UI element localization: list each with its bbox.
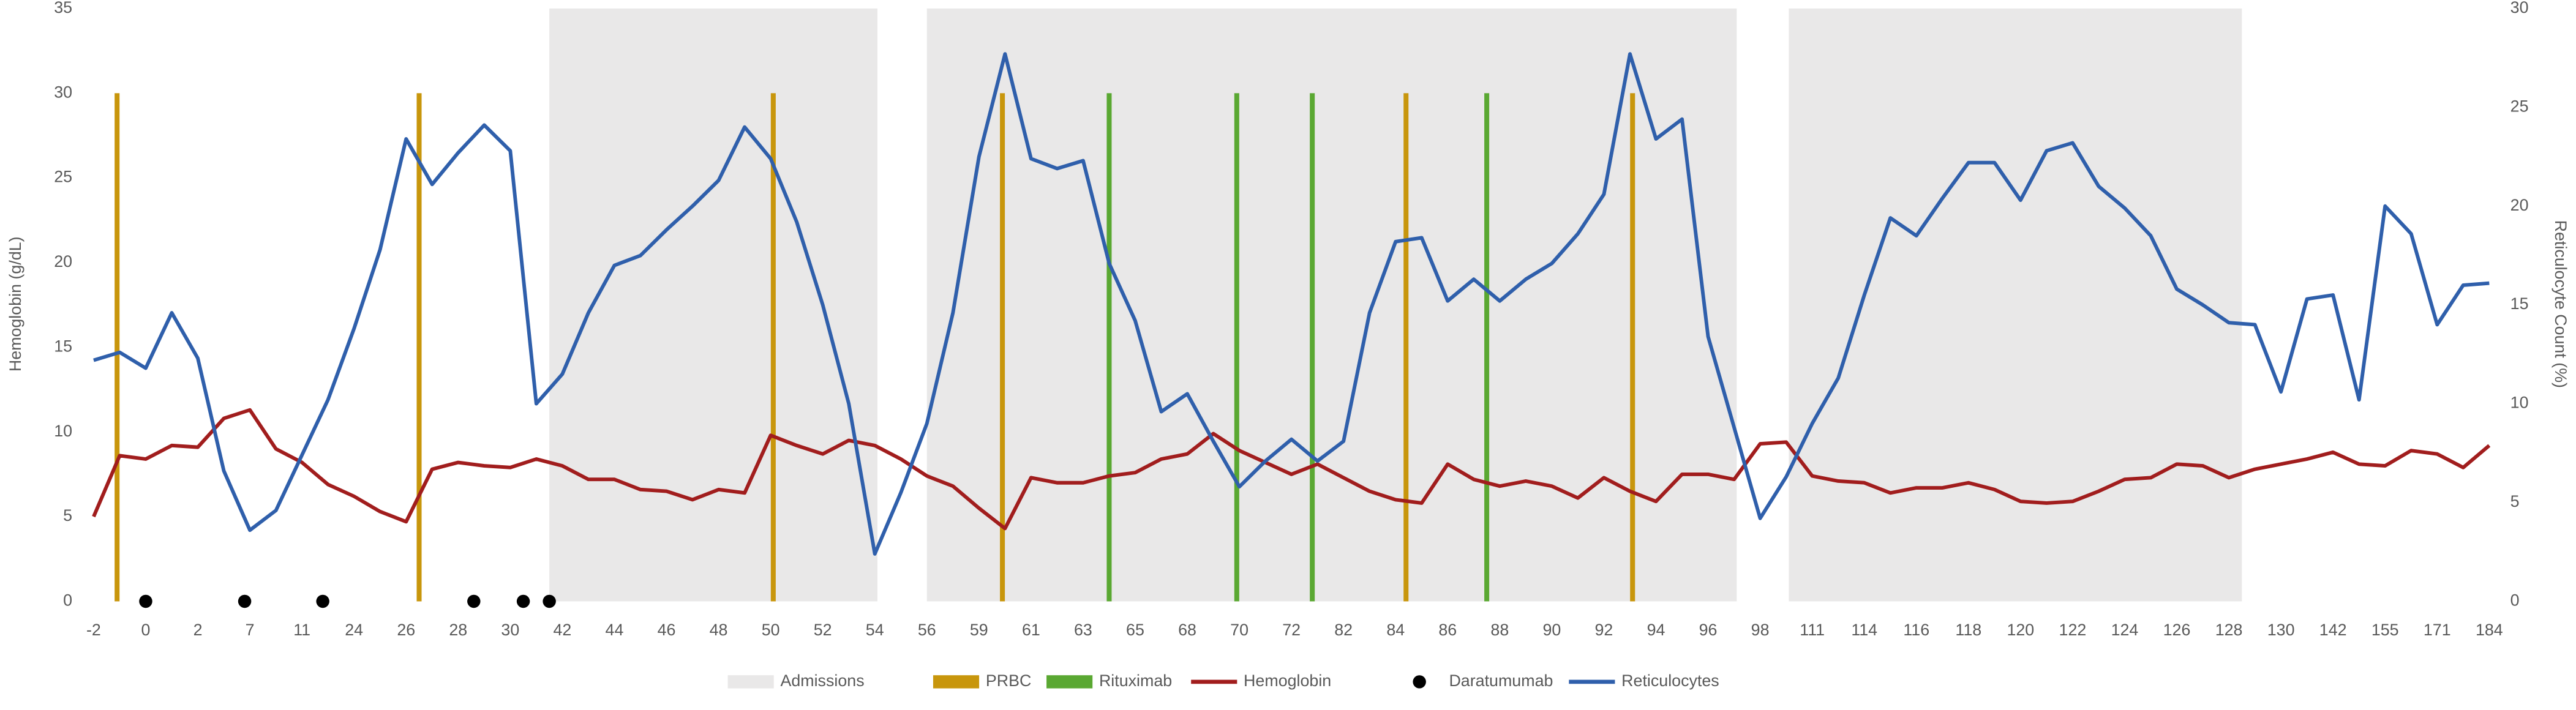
x-tick-label: 70 [1230,621,1249,639]
y2-tick-label: 0 [2510,591,2520,610]
y2-tick-label: 25 [2510,97,2529,115]
legend-label: Reticulocytes [1621,671,1719,690]
admission-band [926,8,1737,602]
daratumumab-marker [543,594,556,608]
legend-swatch [933,675,980,689]
x-tick-label: 44 [606,621,624,639]
x-tick-label: 72 [1282,621,1301,639]
legend-swatch [727,675,774,689]
x-tick-label: 171 [2424,621,2451,639]
x-tick-label: 50 [762,621,780,639]
legend-label: Admissions [780,671,864,690]
x-tick-label: 61 [1022,621,1040,639]
x-tick-label: 56 [918,621,936,639]
x-tick-label: 111 [1800,621,1825,639]
y2-tick-label: 5 [2510,492,2520,510]
x-tick-label: 130 [2267,621,2295,639]
x-tick-label: 90 [1542,621,1561,639]
x-tick-label: 124 [2111,621,2139,639]
x-tick-label: 82 [1334,621,1353,639]
x-tick-label: 54 [866,621,884,639]
x-tick-label: 120 [2007,621,2034,639]
legend-label: Rituximab [1099,671,1172,690]
x-tick-label: 88 [1490,621,1509,639]
x-tick-label: 118 [1955,621,1981,639]
x-tick-label: 122 [2059,621,2087,639]
x-tick-label: 46 [658,621,676,639]
x-tick-label: -2 [86,621,101,639]
x-tick-label: 65 [1126,621,1144,639]
x-tick-label: 52 [814,621,832,639]
daratumumab-marker [238,594,252,608]
legend-label: Daratumumab [1449,671,1553,690]
legend-label: PRBC [986,671,1032,690]
x-tick-label: 68 [1178,621,1196,639]
y2-tick-label: 30 [2510,0,2529,17]
x-tick-label: 128 [2215,621,2243,639]
x-tick-label: 28 [449,621,467,639]
daratumumab-marker [316,594,329,608]
x-tick-label: 42 [553,621,571,639]
legend-swatch [1046,675,1093,689]
legend-dot [1413,675,1426,689]
x-tick-label: 26 [397,621,415,639]
x-tick-label: 2 [193,621,203,639]
x-tick-label: 155 [2371,621,2399,639]
x-tick-label: 30 [501,621,519,639]
y-tick-label: 15 [54,337,72,355]
admission-band [1789,8,2242,602]
y-tick-label: 10 [54,422,72,440]
x-tick-label: 63 [1074,621,1092,639]
x-tick-label: 59 [970,621,988,639]
series-line [92,408,2491,531]
daratumumab-marker [516,594,530,608]
y-tick-label: 25 [54,168,72,186]
legend-label: Hemoglobin [1244,671,1331,690]
x-tick-label: 48 [710,621,728,639]
y-tick-label: 20 [54,252,72,271]
x-tick-label: 24 [345,621,363,639]
x-tick-label: 126 [2163,621,2191,639]
y2-tick-label: 15 [2510,294,2529,313]
y2-tick-label: 20 [2510,196,2529,214]
x-tick-label: 142 [2319,621,2347,639]
x-tick-label: 7 [246,621,255,639]
x-tick-label: 84 [1386,621,1405,639]
y2-tick-label: 10 [2510,394,2529,412]
x-tick-label: 11 [293,621,310,639]
x-tick-label: 92 [1595,621,1613,639]
y2-axis-title: Reticulocyte Count (%) [2552,220,2570,388]
x-tick-label: 184 [2476,621,2503,639]
y-axis-title: Hemoglobin (g/dL) [6,236,24,372]
y-tick-label: 0 [63,591,72,610]
x-tick-label: 86 [1438,621,1457,639]
x-tick-label: 98 [1751,621,1770,639]
y-tick-label: 5 [63,506,72,525]
y-tick-label: 30 [54,83,72,101]
series-line [93,52,2490,556]
x-tick-label: 116 [1903,621,1929,639]
x-tick-label: 96 [1699,621,1718,639]
x-tick-label: 94 [1647,621,1665,639]
daratumumab-marker [139,594,152,608]
x-tick-label: 0 [141,621,151,639]
daratumumab-marker [467,594,481,608]
y-tick-label: 35 [54,0,72,17]
x-tick-label: 114 [1851,621,1877,639]
admission-band [549,8,877,602]
